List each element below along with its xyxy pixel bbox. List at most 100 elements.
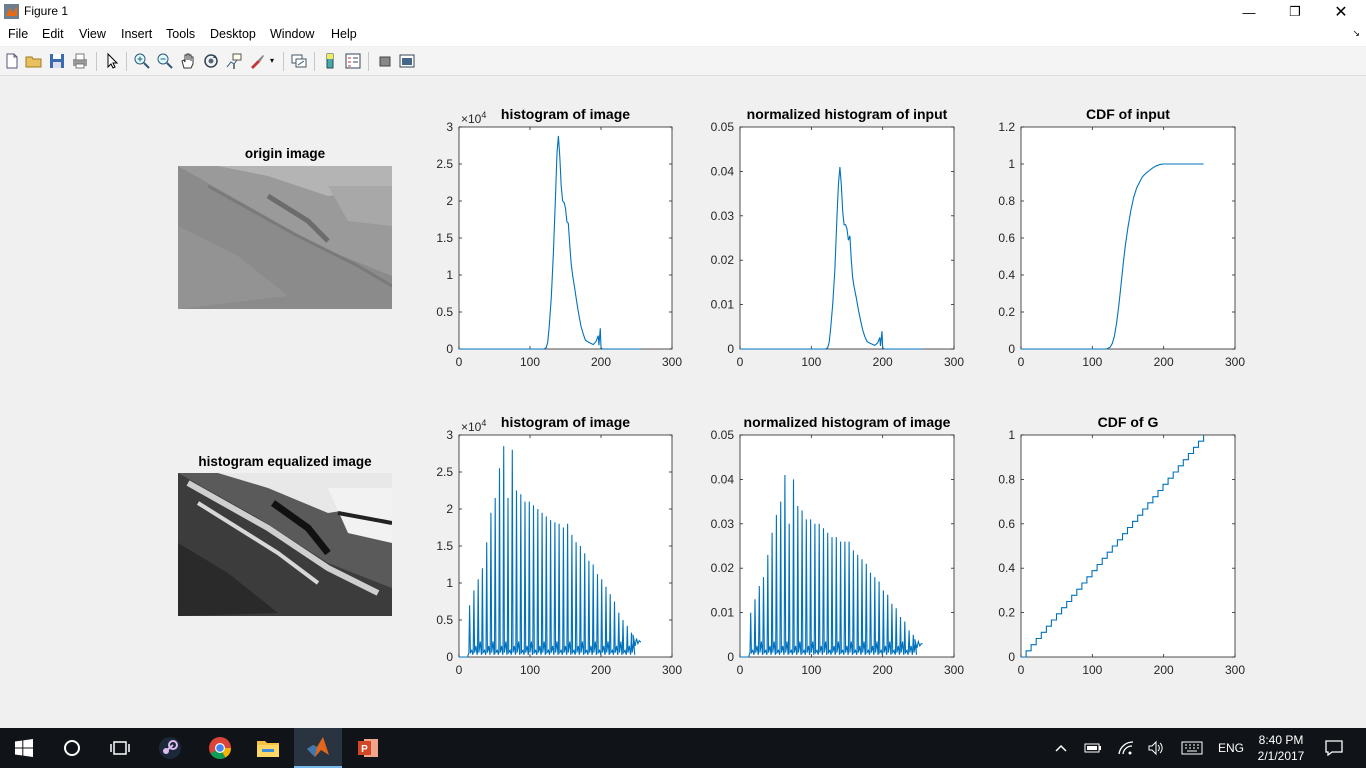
y-tick-label: 0.5 [436, 613, 453, 627]
axes-4: histogram of image ×104 0 100 200 300 0 0.5 1 1.5… [436, 414, 682, 677]
y-exponent-label: ×104 [461, 110, 486, 126]
menu-file[interactable]: File [8, 27, 29, 41]
cortana-icon[interactable] [48, 728, 96, 768]
show-hidden-icons-icon[interactable] [1050, 728, 1072, 768]
y-tick-label: 0.04 [711, 472, 735, 486]
y-tick-label: 0.02 [711, 561, 735, 575]
axes-6: CDF of G 0 100 200 300 0 0.2 0.4 0.6 0.8 1 [998, 414, 1245, 677]
menu-window[interactable]: Window [270, 27, 315, 41]
new-figure-icon[interactable] [3, 52, 21, 70]
minimize-button[interactable]: — [1242, 4, 1256, 20]
link-plot-icon[interactable] [290, 52, 308, 70]
chrome-icon[interactable] [196, 728, 244, 768]
figure-toolbar: ▾ [0, 47, 1366, 76]
y-tick-label: 1.5 [436, 539, 453, 553]
menu-bar: File Edit View Insert Tools Desktop Wind… [0, 24, 1366, 46]
menu-edit[interactable]: Edit [42, 27, 64, 41]
y-tick-label: 1 [1008, 157, 1015, 171]
axes-title: normalized histogram of image [744, 414, 951, 430]
x-tick-label: 100 [520, 355, 540, 369]
x-tick-label: 300 [944, 663, 964, 677]
rotate-3d-icon[interactable] [202, 52, 220, 70]
x-tick-label: 300 [662, 663, 682, 677]
matlab-icon[interactable] [294, 728, 342, 768]
x-tick-label: 100 [801, 355, 821, 369]
y-tick-label: 0.4 [998, 561, 1015, 575]
x-tick-label: 0 [456, 355, 463, 369]
data-cursor-icon[interactable] [225, 52, 243, 70]
y-tick-label: 0.6 [998, 517, 1015, 531]
legend-icon[interactable] [344, 52, 362, 70]
menu-tools[interactable]: Tools [166, 27, 196, 41]
y-tick-label: 0.03 [711, 517, 735, 531]
y-tick-label: 1 [446, 576, 453, 590]
close-button[interactable]: ✕ [1334, 4, 1348, 21]
y-tick-label: 0.6 [998, 231, 1015, 245]
y-exponent-label: ×104 [461, 418, 486, 434]
wifi-icon[interactable] [1115, 728, 1137, 768]
toolbar-separator [96, 52, 97, 71]
origin-image [178, 166, 393, 309]
y-tick-label: 0 [727, 650, 734, 664]
start-icon[interactable] [0, 728, 48, 768]
x-tick-label: 100 [520, 663, 540, 677]
y-tick-label: 2 [446, 194, 453, 208]
battery-icon[interactable] [1082, 728, 1104, 768]
dock-arrow-icon[interactable]: ↘ [1352, 28, 1360, 38]
data-series-line [740, 474, 923, 658]
figure-canvas: histogram of image ×104 0 100 200 300 0 0.5 1 1.5… [0, 76, 1366, 728]
menu-view[interactable]: View [79, 27, 106, 41]
colorbar-icon[interactable] [321, 52, 339, 70]
show-plot-tools-icon[interactable] [398, 52, 416, 70]
y-tick-label: 0.8 [998, 194, 1015, 208]
axes-box [739, 126, 955, 350]
steam-icon[interactable] [146, 728, 194, 768]
x-tick-label: 0 [1018, 663, 1025, 677]
hide-plot-tools-icon[interactable] [376, 52, 394, 70]
x-tick-label: 300 [944, 355, 964, 369]
task-view-icon[interactable] [96, 728, 144, 768]
powerpoint-icon[interactable]: P [344, 728, 392, 768]
x-tick-label: 300 [1225, 355, 1245, 369]
data-series-line [1021, 163, 1204, 350]
menu-desktop[interactable]: Desktop [210, 27, 256, 41]
data-series-line [459, 135, 641, 350]
y-tick-label: 0 [446, 650, 453, 664]
y-tick-label: 0.2 [998, 606, 1015, 620]
x-tick-label: 200 [873, 355, 893, 369]
action-center-icon[interactable] [1318, 728, 1350, 768]
keyboard-icon[interactable] [1178, 728, 1206, 768]
origin-image-title: origin image [244, 146, 326, 161]
system-clock[interactable]: 8:40 PM 2/1/2017 [1250, 732, 1312, 764]
maximize-button[interactable]: ❐ [1289, 4, 1301, 19]
clock-date: 2/1/2017 [1257, 749, 1305, 763]
edit-plot-arrow-icon[interactable] [103, 52, 121, 70]
axes-title: histogram of image [501, 414, 630, 430]
windows-taskbar: P ENG 8:40 PM 2/1/2017 [0, 728, 1366, 768]
y-tick-label: 1 [1008, 428, 1015, 442]
x-tick-label: 100 [801, 663, 821, 677]
volume-icon[interactable] [1145, 728, 1167, 768]
file-explorer-icon[interactable] [244, 728, 292, 768]
language-indicator[interactable]: ENG [1217, 741, 1244, 755]
x-tick-label: 100 [1082, 663, 1102, 677]
y-tick-label: 2.5 [436, 465, 453, 479]
y-tick-label: 0.01 [711, 606, 735, 620]
zoom-in-icon[interactable] [133, 52, 151, 70]
pan-hand-icon[interactable] [179, 52, 197, 70]
data-series-line [1021, 435, 1205, 658]
brush-icon[interactable] [248, 52, 266, 70]
x-tick-label: 200 [1154, 663, 1174, 677]
print-icon[interactable] [71, 52, 89, 70]
x-tick-label: 300 [1225, 663, 1245, 677]
histogram-equalized-image [178, 473, 393, 616]
brush-dropdown-icon[interactable]: ▾ [270, 56, 275, 65]
menu-help[interactable]: Help [331, 27, 357, 41]
y-tick-label: 3 [446, 428, 453, 442]
open-file-icon[interactable] [25, 52, 43, 70]
save-icon[interactable] [48, 52, 66, 70]
menu-insert[interactable]: Insert [121, 27, 153, 41]
zoom-out-icon[interactable] [156, 52, 174, 70]
y-tick-label: 0 [1008, 650, 1015, 664]
